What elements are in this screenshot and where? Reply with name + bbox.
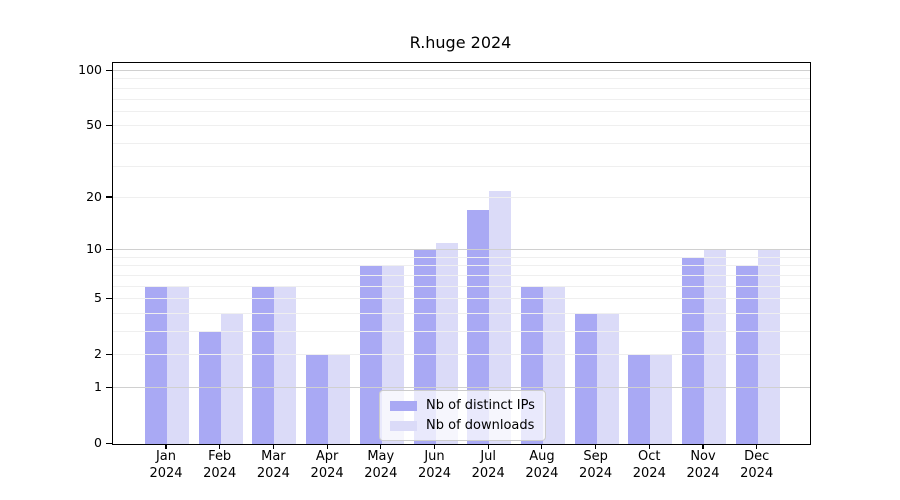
x-tick-month: May [367, 449, 395, 464]
bar-downloads-jan [167, 286, 189, 444]
x-tick-year: 2024 [417, 465, 452, 481]
legend-label-distinct-ips: Nb of distinct IPs [426, 398, 535, 413]
x-tick-mark [380, 444, 382, 449]
x-tick-mark [433, 444, 436, 449]
x-tick-month: Feb [208, 449, 232, 464]
bars-layer [113, 63, 810, 444]
x-tick-month: Sep [583, 449, 608, 464]
x-tick-label: Jun 2024 [400, 449, 470, 482]
x-tick-month: Apr [315, 449, 339, 464]
x-tick-year: 2024 [310, 465, 344, 481]
y-tick-mark [106, 297, 112, 299]
x-tick-label: Jul 2024 [453, 449, 523, 482]
x-tick-label: Dec 2024 [722, 449, 792, 482]
bar-downloads-nov [704, 250, 726, 444]
x-tick-year: 2024 [149, 465, 183, 481]
x-tick-mark [648, 444, 650, 449]
x-tick-year: 2024 [740, 465, 774, 481]
x-tick-label: Nov 2024 [668, 449, 738, 482]
x-tick-year: 2024 [632, 465, 666, 481]
bar-downloads-mar [274, 286, 297, 444]
bar-distinct-ips-jan [145, 286, 167, 444]
x-tick-month: Aug [529, 449, 555, 464]
x-tick-label: Apr 2024 [292, 449, 362, 482]
x-tick-year: 2024 [364, 465, 398, 481]
x-tick-label: Aug 2024 [507, 449, 577, 482]
plot-area: Nb of distinct IPs Nb of downloads [112, 62, 811, 445]
x-tick-year: 2024 [525, 465, 559, 481]
x-tick-mark [595, 444, 597, 449]
x-tick-mark [702, 444, 704, 449]
y-tick-label: 1 [94, 379, 102, 394]
bar-distinct-ips-nov [682, 257, 704, 444]
y-tick-mark [106, 69, 112, 71]
x-tick-year: 2024 [471, 465, 505, 481]
x-tick-mark [756, 444, 758, 449]
bar-distinct-ips-oct [628, 355, 651, 444]
x-tick-label: Mar 2024 [238, 449, 308, 482]
x-tick-label: Sep 2024 [561, 449, 631, 482]
bar-distinct-ips-may [359, 266, 382, 444]
x-tick-month: Mar [261, 449, 286, 464]
x-tick-year: 2024 [256, 465, 290, 481]
x-tick-year: 2024 [686, 465, 720, 481]
x-tick-mark [272, 444, 274, 449]
bar-distinct-ips-mar [252, 286, 275, 444]
legend-swatch-downloads [390, 420, 417, 431]
x-tick-month: Dec [744, 449, 770, 464]
bar-downloads-dec [757, 250, 780, 444]
bar-distinct-ips-apr [306, 355, 329, 444]
bar-distinct-ips-jul [467, 210, 490, 444]
y-tick-mark [106, 124, 112, 126]
bar-downloads-apr [328, 355, 351, 444]
x-tick-mark [219, 444, 221, 449]
bar-downloads-aug [542, 286, 565, 444]
x-tick-month: Jul [480, 449, 497, 464]
x-tick-month: Nov [690, 449, 716, 464]
x-tick-month: Jan [155, 449, 177, 464]
y-tick-label: 2 [94, 346, 102, 362]
y-tick-label: 100 [78, 62, 102, 77]
x-tick-mark [541, 444, 543, 449]
legend-item-downloads: Nb of downloads [390, 418, 535, 433]
y-tick-label: 10 [86, 241, 102, 257]
bar-downloads-jul [489, 190, 512, 444]
x-tick-mark [487, 444, 489, 449]
x-tick-year: 2024 [579, 465, 613, 481]
x-tick-label: Oct 2024 [614, 449, 684, 482]
x-tick-mark [165, 444, 167, 449]
legend-label-downloads: Nb of downloads [426, 418, 535, 433]
chart-title: R.huge 2024 [409, 33, 512, 52]
y-tick-mark [106, 386, 112, 388]
y-tick-label: 0 [94, 435, 102, 450]
y-tick-label: 50 [86, 117, 102, 133]
bar-distinct-ips-dec [735, 266, 758, 444]
x-tick-label: Feb 2024 [185, 449, 255, 482]
y-tick-label: 5 [94, 290, 102, 306]
x-tick-month: Oct [638, 449, 661, 464]
bar-downloads-oct [650, 355, 673, 444]
y-tick-label: 20 [86, 188, 102, 204]
y-tick-mark [106, 196, 112, 198]
legend: Nb of distinct IPs Nb of downloads [379, 390, 546, 441]
bar-distinct-ips-sep [574, 313, 597, 444]
x-tick-label: Jan 2024 [131, 449, 201, 482]
x-tick-label: May 2024 [346, 449, 416, 482]
x-tick-year: 2024 [203, 465, 237, 481]
bar-distinct-ips-feb [198, 332, 221, 444]
y-tick-mark [106, 248, 112, 250]
bar-downloads-sep [596, 313, 619, 444]
y-tick-mark [106, 442, 112, 444]
x-tick-mark [326, 444, 328, 449]
legend-swatch-distinct-ips [390, 400, 417, 411]
legend-item-distinct-ips: Nb of distinct IPs [390, 398, 535, 413]
bar-downloads-feb [220, 313, 243, 444]
x-tick-month: Jun [424, 449, 445, 464]
y-tick-mark [106, 353, 112, 355]
